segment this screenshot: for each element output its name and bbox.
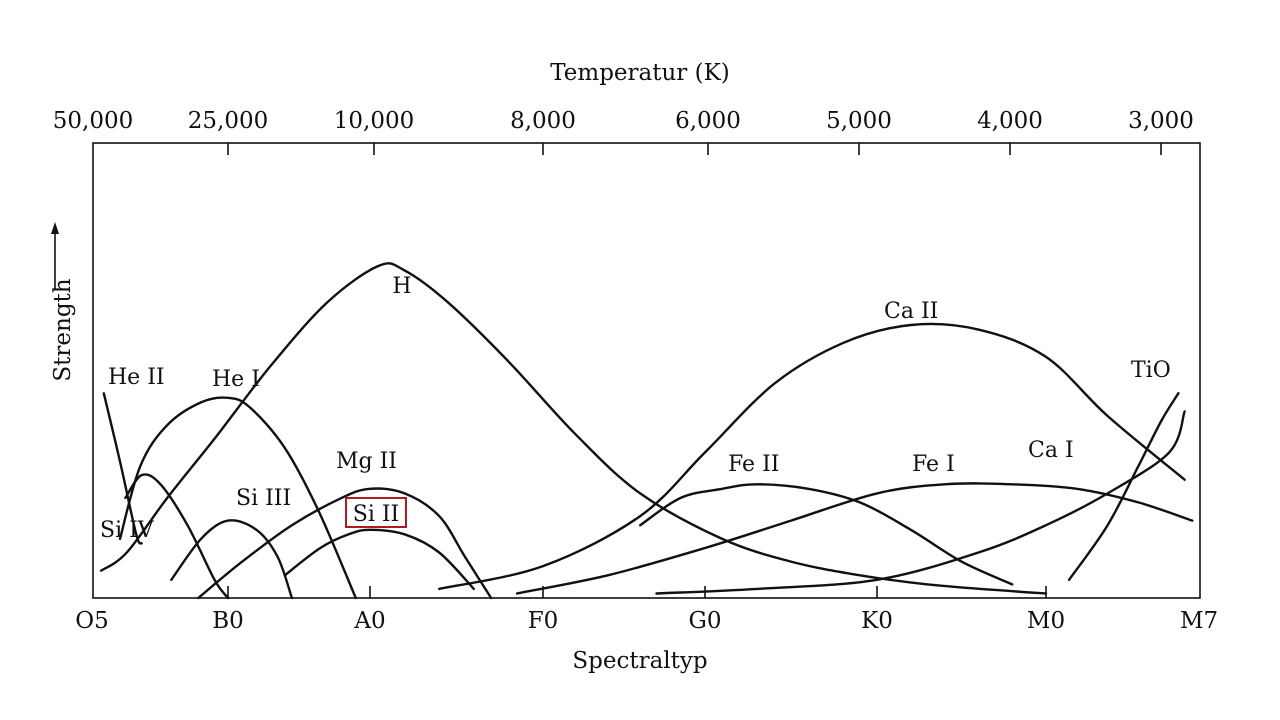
spectral-tick-label: M7 — [1180, 608, 1218, 634]
spectral-tick-label: G0 — [688, 608, 721, 634]
curve-ca-ii — [438, 322, 1186, 591]
temperature-tick-label: 3,000 — [1128, 108, 1194, 134]
temperature-tick-label: 5,000 — [826, 108, 892, 134]
temperature-tick-label: 50,000 — [53, 108, 133, 134]
spectral-tick-label: K0 — [861, 608, 893, 634]
curve-mg-ii — [197, 487, 493, 600]
spectral-tick-label: O5 — [75, 608, 109, 634]
temperature-ticks: 50,000 25,000 10,000 8,000 6,000 5,000 4,000 3,… — [53, 108, 1194, 155]
curve-label-si-iii: Si III — [236, 486, 291, 511]
curve-label-ca-i: Ca I — [1028, 438, 1074, 463]
curve-fe-ii — [639, 483, 1014, 586]
curve-labels: He II He I Si IV Si III H Mg II Si II Ca II Fe I… — [100, 274, 1171, 543]
curve-label-mg-ii: Mg II — [336, 449, 397, 474]
spectral-tick-label: M0 — [1027, 608, 1065, 634]
plot-frame — [92, 142, 1201, 599]
curve-si-ii — [283, 528, 475, 591]
spectral-tick-label: F0 — [528, 608, 559, 634]
temperature-tick-label: 4,000 — [977, 108, 1043, 134]
curves — [99, 262, 1194, 600]
y-axis-label-group: Strength — [50, 278, 76, 381]
curve-label-he-i: He I — [212, 367, 260, 392]
curve-label-h: H — [392, 274, 411, 299]
spectral-type-ticks: O5 B0 A0 F0 G0 K0 M0 M7 — [75, 586, 1218, 634]
temperature-tick-label: 10,000 — [334, 108, 414, 134]
curve-si-iii — [170, 519, 294, 600]
curve-label-he-ii: He II — [108, 365, 165, 390]
spectral-tick-label: B0 — [212, 608, 244, 634]
temperature-tick-label: 25,000 — [188, 108, 268, 134]
y-axis-arrow — [51, 222, 59, 290]
temperature-tick-label: 8,000 — [510, 108, 576, 134]
curve-label-si-ii: Si II — [353, 502, 399, 527]
curve-label-fe-ii: Fe II — [728, 452, 779, 477]
curve-ca-i — [655, 410, 1186, 595]
curve-h — [99, 262, 1048, 595]
si-ii-highlight-box — [345, 497, 407, 528]
curve-he-i — [118, 396, 357, 600]
curve-label-ca-ii: Ca II — [884, 299, 938, 324]
curve-tio — [1067, 392, 1180, 581]
curve-he-ii — [102, 392, 143, 545]
curve-fe-i — [515, 482, 1194, 595]
spectral-tick-label: A0 — [353, 608, 385, 634]
y-axis-title: Strength — [50, 278, 76, 381]
curve-label-tio: TiO — [1131, 358, 1171, 383]
x-axis-title: Spectraltyp — [572, 648, 707, 674]
curve-label-si-iv: Si IV — [100, 518, 155, 543]
temperature-tick-label: 6,000 — [675, 108, 741, 134]
top-axis-title: Temperatur (K) — [550, 60, 730, 86]
curve-label-fe-i: Fe I — [912, 452, 955, 477]
